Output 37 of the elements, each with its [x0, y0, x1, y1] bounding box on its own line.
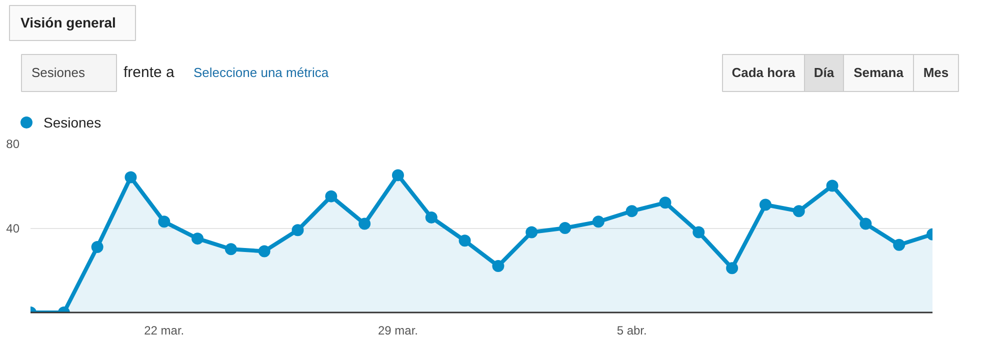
text: Mes	[923, 65, 949, 80]
point	[559, 222, 572, 234]
y-tick-label: 40	[6, 222, 20, 236]
point	[626, 205, 638, 218]
point	[392, 169, 404, 182]
point	[192, 232, 204, 245]
text: Día	[814, 65, 835, 80]
point	[325, 190, 338, 202]
point	[458, 234, 471, 247]
point	[91, 241, 104, 253]
text: Sesiones	[32, 65, 86, 80]
point	[759, 198, 772, 211]
text: Cada hora	[732, 65, 796, 80]
point	[158, 216, 170, 228]
point	[860, 218, 872, 230]
point	[659, 196, 672, 209]
text: Seleccione una métrica	[194, 65, 330, 80]
point	[258, 245, 270, 258]
point	[792, 205, 805, 218]
point	[492, 260, 504, 272]
point	[726, 262, 738, 274]
text: frente a	[124, 64, 176, 81]
point	[124, 171, 137, 184]
point	[893, 238, 906, 251]
point	[692, 226, 705, 238]
point	[826, 180, 838, 192]
chart-title: Visión general	[20, 14, 116, 30]
text: Semana	[854, 65, 904, 80]
point	[425, 211, 438, 224]
y-tick-label: 80	[6, 137, 20, 151]
legend-label: Sesiones	[44, 114, 102, 130]
x-tick-label: 22 mar.	[144, 324, 184, 338]
point	[592, 216, 604, 228]
x-tick-label: 5 abr.	[616, 324, 647, 338]
point	[358, 218, 371, 230]
x-tick-label: 29 mar.	[378, 324, 418, 338]
point	[292, 224, 304, 236]
